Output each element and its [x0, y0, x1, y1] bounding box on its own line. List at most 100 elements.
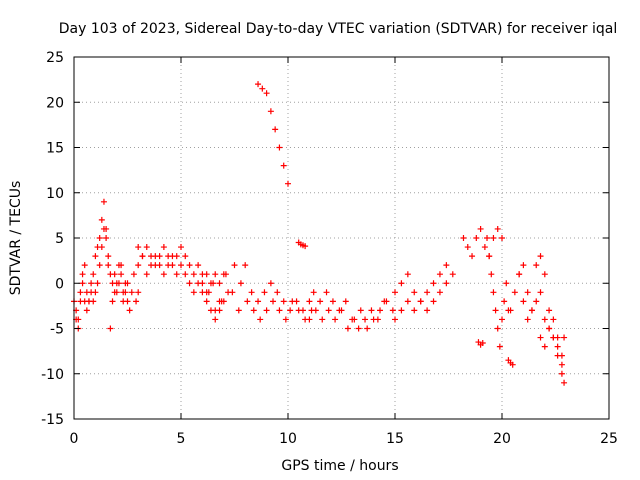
- data-point: [113, 289, 120, 296]
- data-point: [222, 271, 229, 278]
- data-point: [524, 289, 531, 296]
- data-point: [561, 334, 568, 341]
- data-point: [398, 307, 405, 314]
- y-tick-label-3: 0: [55, 276, 64, 292]
- data-point: [541, 316, 548, 323]
- data-point: [336, 307, 343, 314]
- data-point: [92, 253, 99, 260]
- data-point: [484, 235, 491, 241]
- data-point: [143, 271, 150, 278]
- data-point: [248, 289, 255, 296]
- data-point: [558, 370, 565, 377]
- data-point: [90, 271, 97, 278]
- data-point: [109, 298, 116, 305]
- data-point: [494, 225, 501, 232]
- data-point: [276, 144, 283, 151]
- gridlines: [74, 57, 609, 419]
- data-point: [488, 271, 495, 278]
- data-point: [287, 307, 294, 314]
- data-point: [126, 307, 133, 314]
- data-point: [81, 262, 88, 269]
- data-point: [88, 280, 95, 287]
- data-point: [242, 262, 249, 269]
- data-point: [98, 216, 105, 223]
- series-seg-15to17.5-b: [392, 271, 450, 314]
- data-point: [312, 307, 319, 314]
- data-point: [546, 307, 553, 314]
- data-point: [492, 307, 499, 314]
- data-point: [516, 271, 523, 278]
- y-tick-label-5: 10: [46, 186, 64, 202]
- y-tick-label-2: -5: [50, 322, 64, 338]
- data-point: [285, 180, 291, 187]
- data-point: [107, 325, 114, 332]
- data-point: [124, 280, 131, 287]
- data-point: [190, 289, 197, 296]
- data-point: [424, 289, 431, 296]
- y-tick-label-0: -15: [41, 412, 64, 428]
- data-point: [212, 316, 219, 323]
- data-point: [323, 289, 330, 296]
- data-points: [71, 81, 568, 386]
- data-point: [276, 307, 283, 314]
- data-point: [79, 280, 86, 287]
- data-point: [96, 262, 103, 269]
- data-point: [109, 280, 116, 287]
- data-point: [173, 271, 180, 278]
- data-point: [96, 235, 103, 241]
- data-point: [509, 361, 516, 368]
- data-point: [342, 298, 349, 305]
- data-point: [449, 271, 456, 278]
- x-tick-label-4: 20: [493, 431, 511, 447]
- data-point: [128, 289, 135, 296]
- data-point: [133, 298, 140, 305]
- data-point: [392, 316, 398, 323]
- data-point: [392, 289, 398, 296]
- x-tick-label-5: 25: [600, 431, 618, 447]
- data-point: [501, 298, 508, 305]
- data-point: [186, 262, 193, 269]
- data-point: [148, 262, 155, 269]
- data-point: [261, 289, 268, 296]
- data-point: [499, 316, 505, 323]
- data-point: [477, 225, 484, 232]
- data-point: [430, 298, 437, 305]
- data-point: [377, 307, 384, 314]
- data-point: [317, 298, 324, 305]
- data-point: [511, 289, 518, 296]
- data-point: [332, 316, 339, 323]
- data-point: [306, 298, 313, 305]
- data-point: [79, 271, 86, 278]
- data-point: [178, 244, 184, 251]
- data-point: [156, 262, 163, 269]
- data-point: [94, 280, 101, 287]
- data-point: [139, 253, 146, 260]
- data-point: [282, 316, 289, 323]
- data-point: [537, 289, 544, 296]
- data-point: [257, 316, 264, 323]
- series-seg-19to20-fall: [484, 235, 512, 350]
- data-point: [329, 298, 336, 305]
- series-seg-3to7-low: [135, 253, 227, 323]
- data-point: [263, 307, 270, 314]
- data-point: [210, 280, 217, 287]
- data-point: [267, 108, 274, 115]
- data-point: [203, 289, 210, 296]
- series-seg-21to23-b: [516, 253, 568, 386]
- data-point: [212, 271, 219, 278]
- data-point: [310, 289, 317, 296]
- data-point: [496, 343, 503, 350]
- data-point: [404, 298, 411, 305]
- data-point: [357, 307, 364, 314]
- data-point: [263, 90, 270, 97]
- data-point: [368, 307, 375, 314]
- data-point: [293, 298, 300, 305]
- x-tick-label-0: 0: [70, 431, 79, 447]
- data-point: [389, 307, 396, 314]
- data-point: [77, 289, 84, 296]
- data-point: [528, 307, 535, 314]
- series-seg-18to20: [460, 225, 505, 260]
- data-point: [103, 235, 110, 241]
- y-tick-label-1: -10: [41, 367, 64, 383]
- data-point: [520, 262, 527, 269]
